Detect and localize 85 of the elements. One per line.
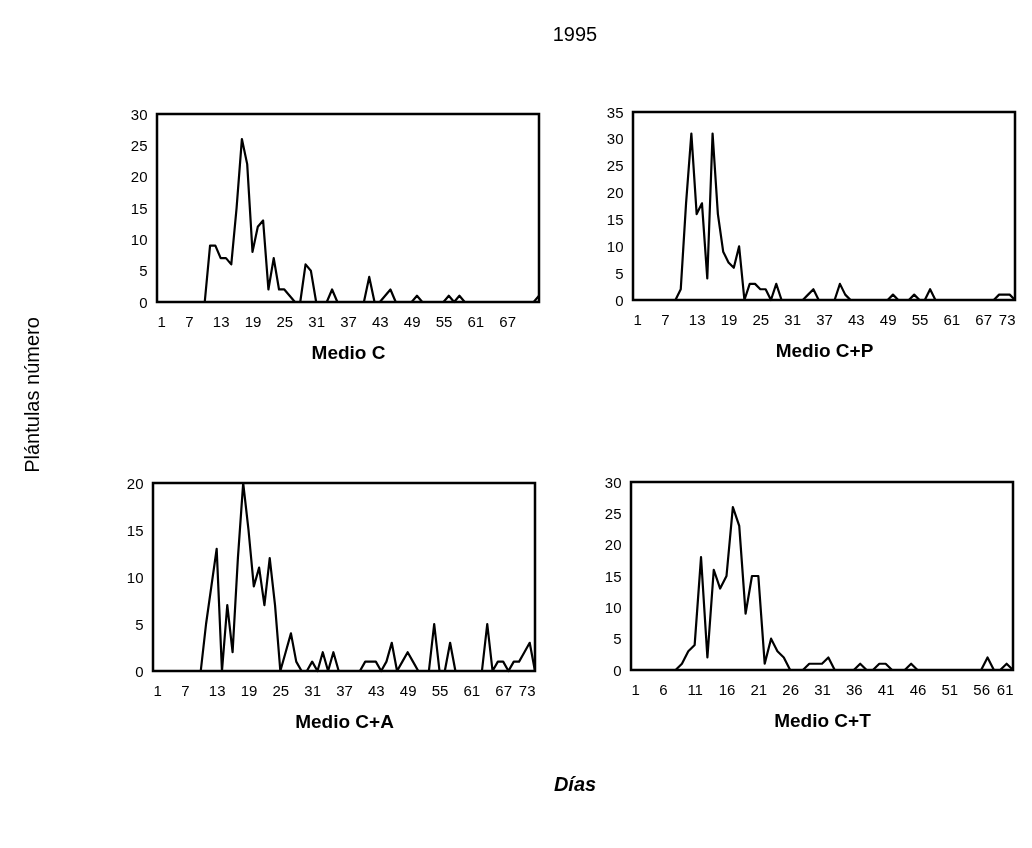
x-tick-label: 21	[750, 680, 768, 698]
x-tick-label: 61	[463, 681, 481, 699]
text: 1995	[551, 23, 599, 46]
x-tick-label: 55	[435, 312, 453, 330]
x-tick-label: 41	[877, 680, 895, 698]
y-tick-label: 20	[604, 536, 622, 554]
x-tick-label: 67	[975, 310, 993, 328]
y-tick-label: 20	[606, 184, 624, 202]
x-tick-label: 46	[909, 680, 927, 698]
x-tick-label: 37	[336, 681, 353, 699]
x-tick-label: 36	[845, 680, 863, 698]
x-axis-title: Medio C+T	[774, 709, 872, 731]
x-tick-label: 67	[499, 312, 517, 330]
y-tick-label: 10	[604, 598, 622, 616]
x-tick-label: 56	[973, 680, 991, 698]
text: Plántulas número	[20, 317, 44, 473]
y-tick-label: 10	[606, 237, 624, 255]
y-tick-label: 25	[606, 157, 624, 175]
x-tick-label: 31	[304, 681, 322, 699]
y-tick-label: 20	[130, 168, 148, 186]
y-tick-label: 15	[130, 199, 148, 217]
x-tick-label: 61	[996, 680, 1014, 698]
x-tick-label: 43	[371, 312, 389, 330]
y-tick-label: 15	[126, 521, 144, 539]
x-tick-label: 6	[659, 680, 668, 698]
x-tick-label: 7	[185, 312, 194, 330]
x-tick-label: 25	[276, 312, 294, 330]
x-tick-label: 43	[367, 681, 385, 699]
x-tick-label: 13	[212, 312, 230, 330]
x-tick-label: 49	[879, 310, 897, 328]
x-tick-label: 1	[631, 680, 640, 698]
y-tick-label: 5	[135, 615, 144, 633]
y-tick-label: 30	[606, 130, 624, 148]
x-tick-label: 55	[911, 310, 929, 328]
y-tick-label: 30	[604, 473, 622, 491]
x-tick-label: 73	[998, 310, 1016, 328]
y-tick-label: 15	[606, 210, 624, 228]
x-tick-label: 13	[688, 310, 706, 328]
x-tick-label: 11	[687, 680, 703, 698]
x-tick-label: 67	[495, 681, 513, 699]
y-tick-label: 5	[615, 264, 624, 282]
x-tick-label: 19	[240, 681, 258, 699]
y-tick-label: 30	[130, 105, 148, 123]
x-tick-label: 31	[814, 680, 831, 698]
text: Días	[552, 773, 598, 796]
x-tick-label: 37	[816, 310, 833, 328]
x-tick-label: 31	[784, 310, 802, 328]
y-tick-label: 0	[135, 662, 144, 680]
x-tick-label: 31	[308, 312, 326, 330]
x-tick-label: 55	[431, 681, 449, 699]
x-tick-label: 13	[208, 681, 226, 699]
y-tick-label: 0	[139, 293, 148, 311]
y-tick-label: 5	[139, 262, 148, 280]
x-tick-label: 7	[661, 310, 670, 328]
x-tick-label: 19	[720, 310, 738, 328]
x-axis-title: Medio C+A	[295, 710, 395, 732]
y-tick-label: 25	[130, 136, 148, 154]
x-tick-label: 49	[403, 312, 421, 330]
x-tick-label: 19	[244, 312, 262, 330]
x-tick-label: 73	[518, 681, 536, 699]
x-tick-label: 43	[847, 310, 865, 328]
x-tick-label: 49	[399, 681, 417, 699]
y-tick-label: 5	[613, 630, 622, 648]
y-tick-label: 25	[604, 504, 622, 522]
y-tick-label: 10	[126, 568, 144, 586]
y-tick-label: 35	[606, 103, 624, 121]
x-tick-label: 25	[272, 681, 290, 699]
x-tick-label: 16	[718, 680, 736, 698]
x-axis-title: Medio C+P	[775, 339, 874, 361]
x-tick-label: 61	[943, 310, 961, 328]
y-tick-label: 0	[615, 291, 624, 309]
x-tick-label: 37	[340, 312, 357, 330]
x-tick-label: 1	[633, 310, 642, 328]
x-tick-label: 1	[157, 312, 166, 330]
x-tick-label: 25	[752, 310, 770, 328]
x-tick-label: 51	[941, 680, 959, 698]
y-tick-label: 0	[613, 661, 622, 679]
y-tick-label: 15	[604, 567, 622, 585]
x-tick-label: 7	[181, 681, 190, 699]
x-tick-label: 26	[782, 680, 800, 698]
x-tick-label: 1	[153, 681, 162, 699]
x-axis-title: Medio C	[311, 341, 386, 363]
x-tick-label: 61	[467, 312, 485, 330]
y-tick-label: 20	[126, 474, 144, 492]
y-tick-label: 10	[130, 230, 148, 248]
